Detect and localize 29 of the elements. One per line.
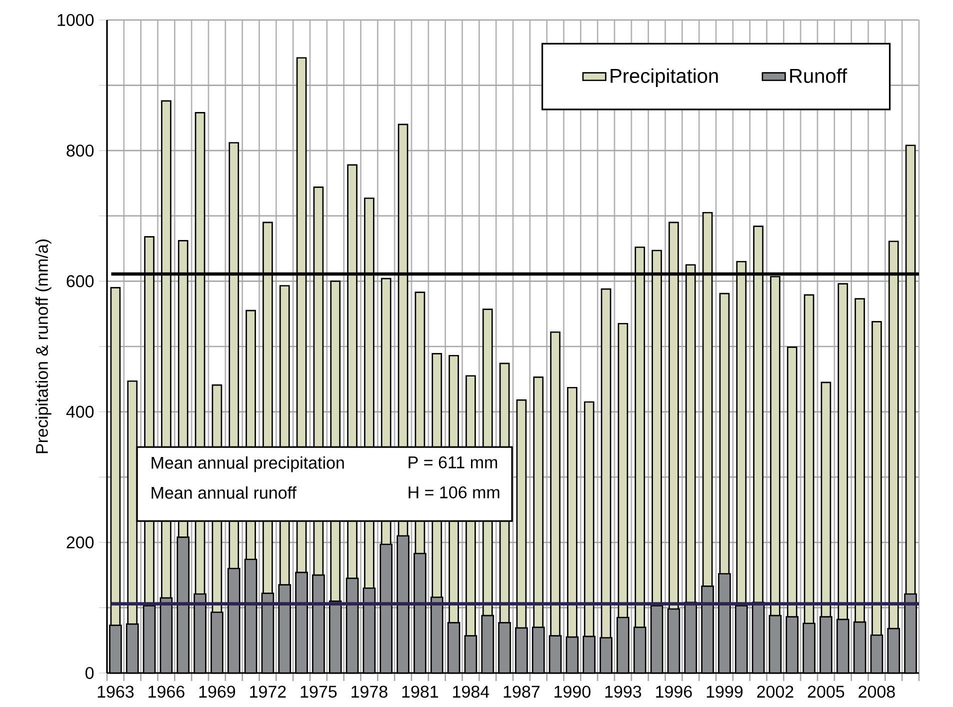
- annotation: H = 106 mm: [408, 486, 500, 498]
- legend-label: Runoff: [790, 68, 848, 83]
- x-tick-label: 1966: [148, 686, 184, 698]
- x-tick-label: 2002: [757, 686, 794, 698]
- y-tick-label: 400: [66, 406, 94, 418]
- x-tick-label: 1975: [300, 686, 337, 698]
- legend-label: Precipitation: [610, 68, 718, 87]
- y-tick-label: 200: [66, 536, 94, 548]
- x-tick-label: 1990: [554, 686, 590, 698]
- x-tick-label: 1984: [453, 686, 490, 698]
- x-tick-label: 1993: [605, 686, 642, 698]
- y-tick-label: 0: [86, 666, 94, 680]
- x-tick-label: 1996: [656, 686, 692, 698]
- x-tick-label: 1963: [98, 686, 134, 698]
- x-tick-label: 1999: [706, 686, 743, 698]
- x-tick-label: 2008: [858, 686, 895, 698]
- y-tick-label: 1000: [58, 14, 94, 26]
- x-tick-label: 1969: [199, 686, 236, 698]
- annotation: P = 611 mm: [408, 456, 498, 468]
- annotation: Mean annual precipitation: [152, 456, 344, 472]
- y-axis-title: Precipitation & runoff (mm/a): [35, 240, 52, 454]
- annotation: Mean annual runoff: [152, 486, 296, 499]
- x-tick-label: 1978: [352, 686, 388, 698]
- y-tick-label: 600: [66, 275, 94, 288]
- x-tick-label: 1972: [250, 686, 286, 698]
- x-tick-label: 1987: [504, 686, 540, 698]
- x-tick-label: 2005: [808, 686, 844, 698]
- y-tick-label: 800: [66, 144, 94, 157]
- x-tick-label: 1981: [402, 686, 438, 698]
